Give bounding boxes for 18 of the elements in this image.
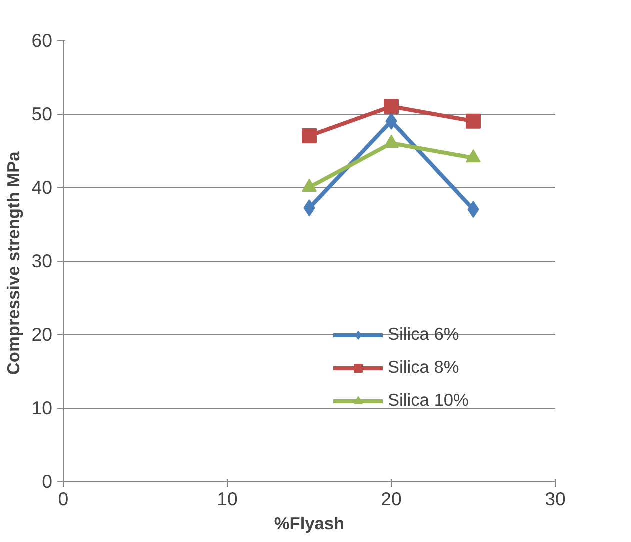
legend-label: Silica 10% bbox=[388, 390, 469, 411]
y-axis-title: Compressive strength MPa bbox=[4, 151, 24, 376]
point bbox=[384, 99, 399, 114]
x-tick-label: 30 bbox=[545, 488, 566, 510]
y-tick-label: 40 bbox=[32, 177, 53, 198]
x-tick-label: 10 bbox=[217, 488, 238, 510]
y-tick-label: 60 bbox=[32, 30, 53, 51]
y-tick-label: 0 bbox=[42, 471, 53, 492]
y-tick-label: 50 bbox=[32, 104, 53, 124]
y-tick-label: 20 bbox=[32, 324, 53, 345]
point bbox=[302, 128, 317, 144]
y-tick-label: 30 bbox=[32, 250, 53, 272]
y-tick-label: 10 bbox=[32, 398, 53, 418]
x-axis-title: %Flyash bbox=[274, 514, 345, 534]
x-tick-label: 0 bbox=[58, 488, 69, 510]
point bbox=[466, 114, 481, 129]
legend-label: Silica 8% bbox=[388, 357, 460, 378]
x-tick-label: 20 bbox=[381, 488, 402, 510]
